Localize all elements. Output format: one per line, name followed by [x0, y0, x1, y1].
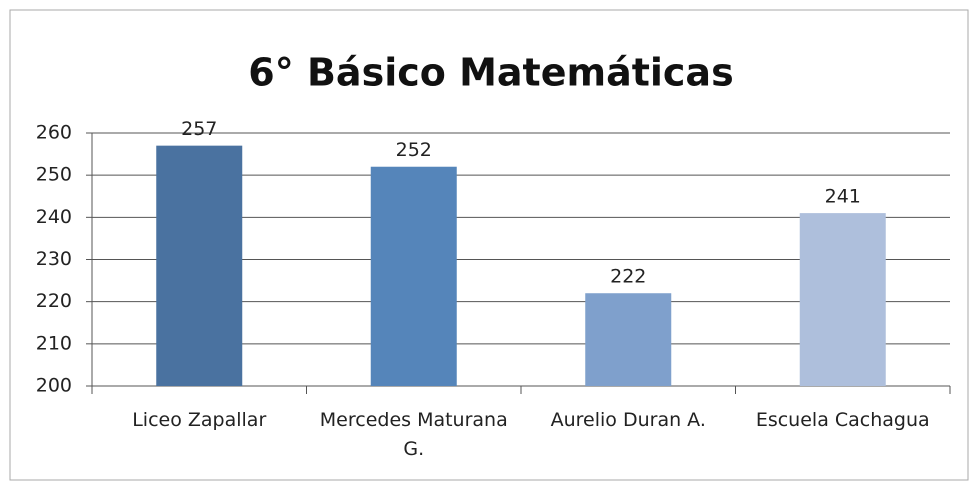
bar: [156, 145, 243, 386]
data-label: 241: [825, 186, 861, 208]
bar: [585, 293, 672, 386]
x-tick-label: Aurelio Duran A.: [550, 409, 706, 431]
y-tick-label: 200: [36, 375, 72, 397]
chart-title: 6° Básico Matemáticas: [248, 51, 733, 95]
data-label: 252: [396, 139, 432, 161]
x-tick-label: Mercedes Maturana G.: [319, 409, 508, 460]
y-tick-label: 220: [36, 290, 72, 312]
data-label: 257: [181, 118, 217, 140]
chart-frame: [9, 9, 969, 481]
y-tick-label: 230: [36, 248, 72, 270]
y-tick-label: 250: [36, 164, 72, 186]
data-label: 222: [610, 266, 646, 288]
bar: [370, 166, 457, 386]
y-tick-label: 240: [36, 206, 72, 228]
y-tick-label: 260: [36, 122, 72, 144]
x-tick-label: Liceo Zapallar: [132, 409, 267, 431]
y-tick-label: 210: [36, 332, 72, 354]
x-tick-label: Escuela Cachagua: [755, 409, 930, 431]
bar: [799, 213, 886, 386]
